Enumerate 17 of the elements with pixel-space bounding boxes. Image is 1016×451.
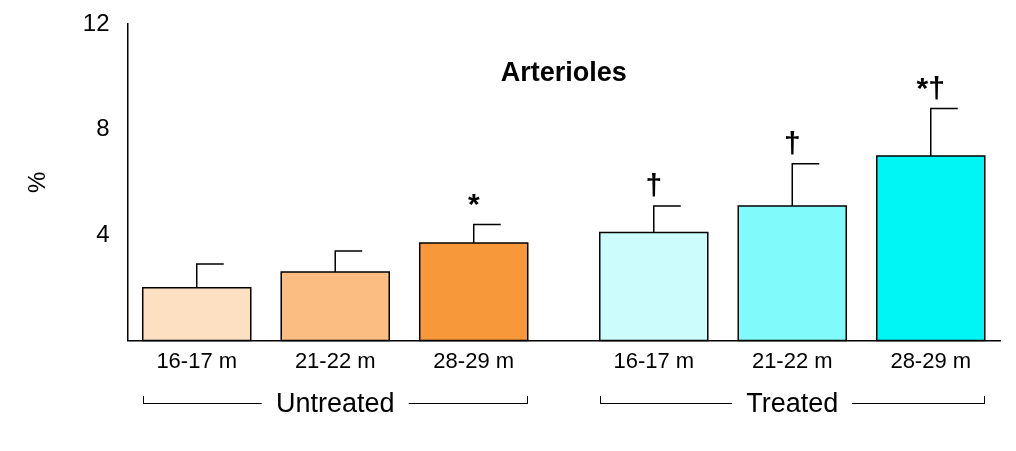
text: Untreated xyxy=(261,387,409,418)
y-tick-label: 8 xyxy=(96,114,110,142)
x-tick-label: 16-17 m xyxy=(613,347,695,373)
y-tick-label: 12 xyxy=(82,8,110,36)
data-label: * xyxy=(467,186,480,220)
data-label: † xyxy=(645,168,663,202)
data-label: *† xyxy=(916,70,945,104)
text: Treated xyxy=(732,387,853,418)
x-tick-label: 28-29 m xyxy=(890,347,972,373)
x-tick-label: 16-17 m xyxy=(156,347,238,373)
x-tick-label: 21-22 m xyxy=(294,347,376,373)
x-tick-label: 21-22 m xyxy=(751,347,833,373)
x-tick-label: 28-29 m xyxy=(433,347,515,373)
y-tick-label: 4 xyxy=(96,219,110,247)
y-axis-title: % xyxy=(23,171,51,193)
text: Arterioles xyxy=(500,57,627,88)
data-label: † xyxy=(783,126,801,160)
